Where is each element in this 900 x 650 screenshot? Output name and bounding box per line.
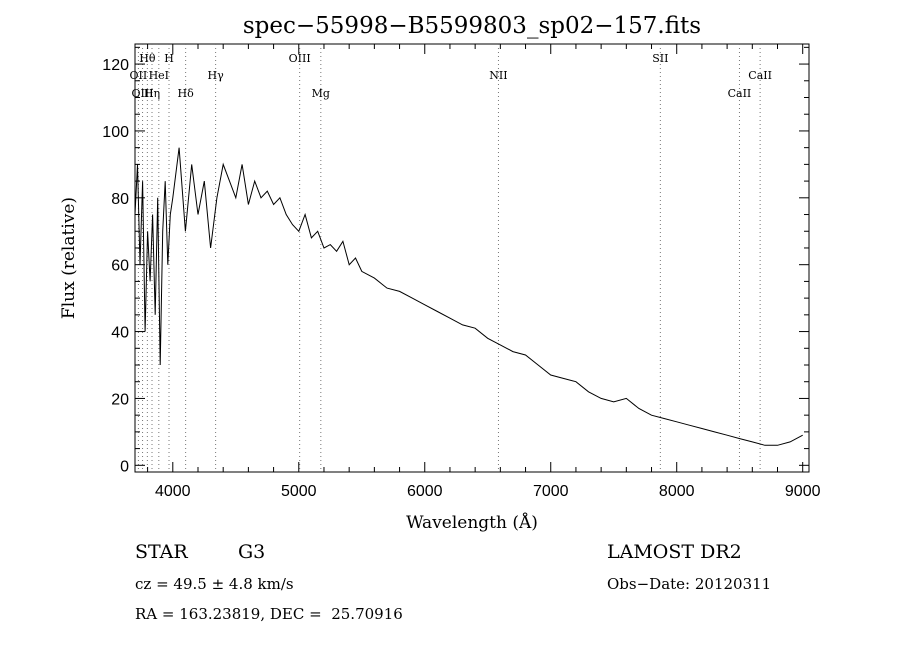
observation-date: Obs−Date: 20120311: [607, 575, 772, 593]
y-tick-label: 0: [120, 458, 129, 475]
x-tick-label: 9000: [785, 483, 821, 500]
line-label: NII: [489, 69, 507, 82]
plot-frame: [134, 43, 810, 473]
sky-coordinates: RA = 163.23819, DEC = 25.70916: [135, 605, 403, 623]
line-label: Hδ: [178, 87, 195, 100]
survey-name: LAMOST DR2: [607, 541, 742, 563]
y-tick-label: 100: [102, 124, 129, 141]
line-label: CaII: [728, 87, 752, 100]
y-tick-label: 60: [111, 258, 129, 275]
y-tick-label: 120: [102, 57, 129, 74]
line-label: Hη: [144, 87, 160, 100]
y-tick-label: 40: [111, 325, 129, 342]
x-tick-label: 8000: [659, 483, 695, 500]
y-axis: 0 20 40 60 80 100 120: [102, 46, 809, 475]
y-tick-label: 20: [111, 391, 129, 408]
spectral-line-markers: [137, 44, 761, 472]
line-label: Mg: [312, 87, 330, 100]
x-tick-label: 7000: [533, 483, 569, 500]
line-label: SII: [652, 52, 668, 65]
flux-series-line: [134, 147, 803, 446]
y-tick-label: 80: [111, 191, 129, 208]
x-tick-label: 4000: [155, 483, 191, 500]
spectrum-plot: spec−55998−B5599803_sp02−157.fits Hθ H OII…: [59, 13, 821, 533]
line-label: Hθ: [139, 52, 156, 65]
line-label: OII: [130, 69, 148, 82]
line-label: CaII: [748, 69, 772, 82]
line-label: HeI: [149, 69, 169, 82]
line-label: H: [164, 52, 174, 65]
y-axis-label: Flux (relative): [59, 197, 79, 319]
object-class: STAR: [135, 541, 188, 563]
object-subclass: G3: [238, 541, 266, 563]
x-tick-label: 5000: [281, 483, 317, 500]
x-axis: 4000 5000 6000 7000 8000 9000: [147, 44, 821, 500]
line-label: OIII: [132, 87, 154, 100]
x-tick-label: 6000: [407, 483, 443, 500]
chart-title: spec−55998−B5599803_sp02−157.fits: [243, 13, 701, 39]
x-axis-label: Wavelength (Å): [406, 512, 538, 533]
redshift-velocity: cz = 49.5 ± 4.8 km/s: [135, 575, 294, 593]
line-label: Hγ: [208, 69, 225, 82]
line-label: OIII: [289, 52, 311, 65]
